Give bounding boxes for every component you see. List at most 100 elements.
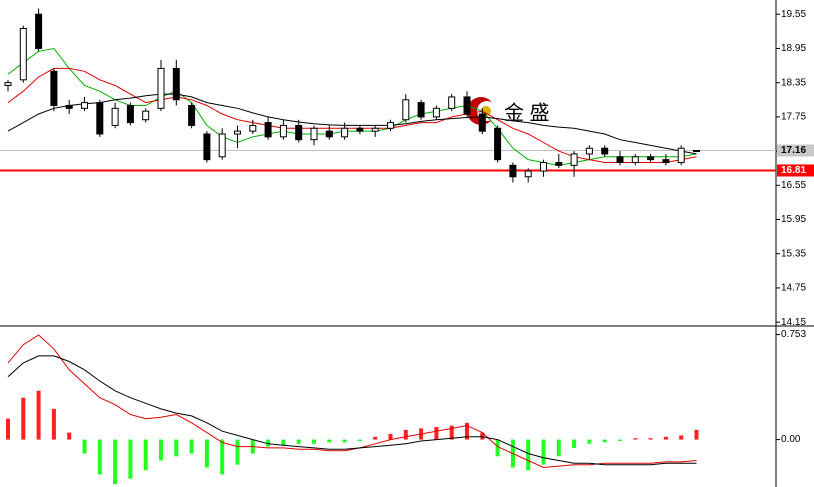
candle-body <box>50 70 58 106</box>
y-tick-label: 18.35 <box>781 77 806 88</box>
candle-body <box>157 67 165 109</box>
candle-body <box>662 159 670 164</box>
candle-body <box>249 124 257 132</box>
indicator-line <box>7 334 697 469</box>
y-tick-label: 15.95 <box>781 214 806 225</box>
candle-body <box>356 127 364 132</box>
candle-body <box>234 130 241 135</box>
logo-dot <box>481 106 491 116</box>
candle-body <box>478 113 486 132</box>
candle-body <box>494 127 502 161</box>
histogram-bar <box>296 439 301 444</box>
histogram-bar <box>235 439 240 465</box>
y-tick-label: 14.15 <box>781 317 806 328</box>
candle-body <box>402 99 410 121</box>
histogram-bar <box>21 397 26 440</box>
y-tick-label: 18.95 <box>781 43 806 54</box>
y-tick-label: 19.55 <box>781 9 806 20</box>
histogram-bar <box>312 439 316 444</box>
histogram-bar <box>633 438 638 440</box>
candle-body <box>448 96 456 109</box>
histogram-bar <box>36 390 41 440</box>
candle-body <box>631 156 639 164</box>
histogram-bar <box>67 432 72 440</box>
histogram-bar <box>97 439 102 475</box>
histogram-bar <box>327 439 332 443</box>
candle-body <box>35 13 43 49</box>
histogram-bar <box>51 408 56 440</box>
candle-body <box>540 162 547 172</box>
histogram-bar <box>128 439 133 479</box>
candle-body <box>341 127 349 138</box>
histogram-bar <box>480 432 485 440</box>
histogram-bar <box>204 439 209 468</box>
histogram-bar <box>388 434 393 440</box>
candle-body <box>264 122 272 138</box>
candle-body <box>585 147 593 155</box>
histogram-bar <box>648 438 653 440</box>
price-label: 16.81 <box>781 165 806 176</box>
candle-body <box>693 150 700 153</box>
price-label-box <box>777 164 814 177</box>
histogram-bar <box>6 418 10 440</box>
histogram-bar <box>449 425 454 440</box>
candle-body <box>570 153 578 166</box>
candle-body <box>4 82 12 87</box>
histogram-bar <box>143 439 148 471</box>
histogram-bar <box>526 439 531 471</box>
histogram-bar <box>266 439 271 447</box>
candle-body <box>417 102 425 118</box>
candle-body <box>371 127 379 132</box>
candle-body <box>142 110 150 121</box>
histogram-bar <box>587 439 592 444</box>
histogram-bar <box>174 439 179 457</box>
histogram-bar <box>618 439 622 441</box>
candle-body <box>111 107 119 126</box>
histogram-bar <box>679 435 684 440</box>
histogram-bar <box>663 436 668 440</box>
candle-body <box>65 104 73 109</box>
histogram-bar <box>495 439 500 457</box>
y-tick-label: 15.35 <box>781 248 806 259</box>
candle-body <box>310 127 318 141</box>
y-tick-label: 17.75 <box>781 112 806 123</box>
histogram-bar <box>403 429 408 440</box>
histogram-bar <box>556 439 561 457</box>
candle-body <box>81 102 88 109</box>
candle-body <box>463 96 471 115</box>
indicator-line <box>7 47 697 166</box>
candle-body <box>172 67 180 101</box>
histogram-bar <box>541 439 546 465</box>
histogram-bar <box>434 427 439 440</box>
histogram-bar <box>159 439 163 461</box>
candle-body <box>96 102 104 135</box>
candle-body <box>188 104 196 126</box>
y-tick-label: 16.55 <box>781 180 806 191</box>
histogram-bar <box>572 439 577 448</box>
indicator-line <box>7 355 697 466</box>
candle-body <box>19 28 27 81</box>
histogram-bar <box>113 439 118 485</box>
candle-body <box>387 122 394 129</box>
y-tick-label: 14.75 <box>781 283 806 294</box>
histogram-bar <box>602 439 607 443</box>
watermark: 金 盛 <box>504 101 550 124</box>
candle-body <box>647 156 655 161</box>
candle-body <box>295 124 303 141</box>
histogram-bar <box>373 436 378 440</box>
indicator-line <box>7 67 697 163</box>
histogram-bar <box>82 439 87 454</box>
candle-body <box>126 104 134 124</box>
candle-body <box>325 130 333 138</box>
histogram-bar <box>281 439 286 446</box>
price-label-box <box>777 144 814 157</box>
candle-body <box>509 164 517 178</box>
price-label: 17.16 <box>781 145 806 156</box>
candle-body <box>203 133 211 161</box>
histogram-bar <box>465 422 469 440</box>
y-tick-label: 0.753 <box>781 329 806 340</box>
histogram-bar <box>694 429 699 440</box>
